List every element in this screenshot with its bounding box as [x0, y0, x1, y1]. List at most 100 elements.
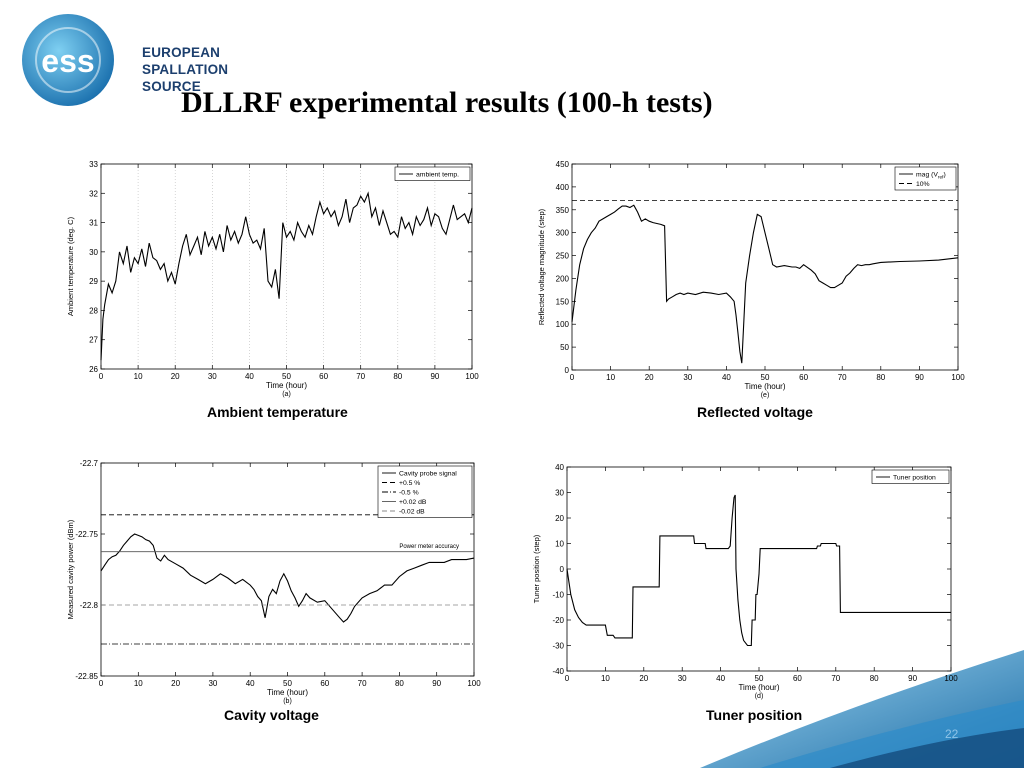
plot-area-frame: [571, 163, 959, 371]
y-tick-label: 0: [565, 366, 570, 375]
page-number: 22: [945, 727, 959, 741]
x-tick-label: 10: [606, 373, 615, 382]
x-tick-label: 60: [319, 372, 328, 381]
x-tick-label: 10: [134, 679, 143, 688]
x-tick-label: 40: [245, 372, 254, 381]
y-tick-label: -22.85: [75, 672, 98, 681]
x-tick-label: 70: [358, 679, 367, 688]
legend-label: mag (Vref): [916, 172, 946, 181]
x-tick-label: 100: [951, 373, 965, 382]
y-tick-label: 200: [556, 274, 570, 283]
x-tick-label: 70: [838, 373, 847, 382]
y-tick-label: -22.8: [80, 601, 99, 610]
x-tick-label: 40: [722, 373, 731, 382]
x-tick-label: 20: [171, 372, 180, 381]
x-axis-label: Time (hour): [267, 688, 308, 697]
chart-caption-reflected-voltage: Reflected voltage: [697, 404, 813, 420]
x-tick-label: 90: [430, 372, 439, 381]
x-tick-label: 20: [639, 674, 648, 683]
x-axis-sublabel: (a): [282, 391, 291, 398]
legend-box: [871, 469, 950, 484]
legend-label: -0.02 dB: [399, 509, 425, 516]
x-tick-label: 80: [395, 679, 404, 688]
x-tick-label: 70: [831, 674, 840, 683]
x-tick-label: 90: [915, 373, 924, 382]
chart-e: 0 10 20 30 40 50 60 70 80 90 100 0 50 100 150 200 250 300…: [537, 160, 965, 399]
x-tick-label: 60: [320, 679, 329, 688]
x-axis-label: Time (hour): [744, 382, 785, 391]
legend-label-subscript: ref: [938, 175, 944, 181]
y-tick-label: 27: [89, 336, 98, 345]
x-tick-label: 0: [570, 373, 575, 382]
legend-label: +0.5 %: [399, 480, 420, 487]
x-tick-label: 60: [793, 674, 802, 683]
legend-box: [394, 166, 471, 181]
ess-logo: ess EUROPEAN SPALLATION SOURCE: [14, 10, 228, 110]
y-tick-label: 150: [556, 297, 570, 306]
x-tick-label: 0: [99, 679, 104, 688]
x-tick-label: 30: [208, 372, 217, 381]
y-axis-label: Reflected voltage magnitude (step): [537, 208, 546, 325]
legend-label-suffix: ): [944, 172, 946, 179]
x-axis-label: Time (hour): [738, 683, 779, 692]
series-line-0: [100, 191, 473, 361]
x-tick-label: 70: [356, 372, 365, 381]
y-tick-label: -22.75: [75, 530, 98, 539]
legend-label: ambient temp.: [416, 172, 459, 179]
chart-caption-ambient-temperature: Ambient temperature: [207, 404, 348, 420]
y-tick-label: 29: [89, 277, 98, 286]
annotation-label: Power meter accuracy: [399, 544, 459, 550]
y-tick-label: 10: [555, 540, 564, 549]
y-axis-label: Measured cavity power (dBm): [66, 519, 75, 619]
x-tick-label: 100: [944, 674, 958, 683]
x-axis-sublabel: (d): [755, 693, 764, 700]
y-tick-label: 30: [89, 248, 98, 257]
brand-name: EUROPEAN SPALLATION SOURCE: [142, 44, 228, 95]
y-tick-label: -20: [552, 616, 564, 625]
legend-label: -0.5 %: [399, 490, 419, 497]
x-tick-label: 0: [565, 674, 570, 683]
chart-caption-cavity-voltage: Cavity voltage: [224, 707, 319, 723]
x-tick-label: 90: [908, 674, 917, 683]
legend-label: 10%: [916, 181, 930, 188]
brand-name-line: SPALLATION: [142, 62, 229, 77]
x-tick-label: 90: [432, 679, 441, 688]
chart-b: 0 10 20 30 40 50 60 70 80 90 100 -22.85 -22.8 -22.75 -…: [66, 459, 481, 705]
y-tick-label: 400: [556, 183, 570, 192]
x-tick-label: 40: [716, 674, 725, 683]
x-tick-label: 30: [208, 679, 217, 688]
x-tick-label: 100: [465, 372, 479, 381]
series-line-0: [566, 494, 951, 647]
x-tick-label: 80: [870, 674, 879, 683]
y-tick-label: -40: [552, 667, 564, 676]
x-tick-label: 100: [467, 679, 481, 688]
y-tick-label: 350: [556, 206, 570, 215]
slide-title: DLLRF experimental results (100-h tests): [181, 86, 713, 119]
y-tick-label: 0: [560, 565, 565, 574]
x-axis-label: Time (hour): [266, 381, 307, 390]
y-tick-label: -10: [552, 591, 564, 600]
x-tick-label: 30: [683, 373, 692, 382]
series-line-0: [571, 204, 959, 364]
series-line-0: [100, 533, 475, 623]
y-tick-label: 250: [556, 252, 570, 261]
x-tick-label: 50: [282, 372, 291, 381]
x-tick-label: 10: [601, 674, 610, 683]
legend-box: [894, 166, 957, 191]
x-tick-label: 20: [171, 679, 180, 688]
y-tick-label: 300: [556, 229, 570, 238]
legend-label: Cavity probe signal: [399, 471, 457, 478]
y-axis-label: Ambient temperature (deg. C): [66, 216, 75, 316]
logo-mark-text: ess: [41, 43, 94, 79]
x-axis-sublabel: (e): [761, 392, 770, 399]
x-tick-label: 10: [134, 372, 143, 381]
legend-label: +0.02 dB: [399, 499, 427, 506]
legend-label: Tuner position: [893, 475, 936, 482]
y-tick-label: 40: [555, 463, 564, 472]
x-axis-sublabel: (b): [283, 698, 292, 705]
y-tick-label: 30: [555, 489, 564, 498]
brand-name-line: SOURCE: [142, 79, 201, 94]
x-tick-label: 40: [246, 679, 255, 688]
y-tick-label: 31: [89, 219, 98, 228]
